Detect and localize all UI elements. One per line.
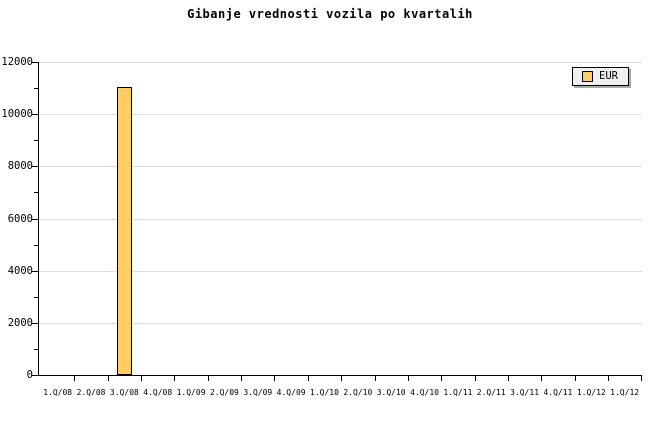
x-axis-label: 4.Q/08 xyxy=(143,388,173,397)
x-axis-label: 3.Q/08 xyxy=(109,388,139,397)
x-axis-tick xyxy=(307,376,309,381)
x-axis-label: 1.Q/12 xyxy=(610,388,640,397)
x-axis-tick xyxy=(174,376,176,381)
x-axis-tick xyxy=(74,376,76,381)
bar xyxy=(116,87,132,375)
y-axis-minor-tick xyxy=(34,192,38,194)
x-axis-label: 1.Q/09 xyxy=(176,388,206,397)
x-axis-tick xyxy=(574,376,576,381)
legend-label-eur: EUR xyxy=(599,70,618,82)
x-axis-tick xyxy=(441,376,443,381)
x-axis-label: 3.Q/09 xyxy=(243,388,273,397)
y-axis-minor-tick xyxy=(34,296,38,298)
y-axis-tick xyxy=(32,114,38,116)
x-axis-label: 1.Q/08 xyxy=(43,388,73,397)
x-axis-tick xyxy=(274,376,276,381)
y-axis-label: 4000 xyxy=(7,264,33,277)
gridline xyxy=(39,270,642,272)
x-axis-label: 4.Q/10 xyxy=(410,388,439,397)
x-axis-tick xyxy=(641,376,643,381)
x-axis-label: 3.Q/11 xyxy=(510,388,540,397)
gridline xyxy=(39,166,642,168)
x-axis-label: 2.Q/09 xyxy=(209,388,239,397)
legend: EUR xyxy=(572,67,629,86)
x-axis-tick xyxy=(107,376,109,381)
gridline xyxy=(39,62,642,63)
x-axis-tick xyxy=(341,376,343,381)
x-axis-label: 2.Q/10 xyxy=(343,388,373,397)
x-axis-label: 4.Q/09 xyxy=(276,388,306,397)
y-axis-tick xyxy=(32,166,38,168)
y-axis-label: 2000 xyxy=(7,316,33,329)
y-axis-label: 8000 xyxy=(7,160,33,173)
x-axis-label: 1.Q/12 xyxy=(576,388,606,397)
y-axis-minor-tick xyxy=(34,348,38,350)
x-axis-tick xyxy=(407,376,409,381)
y-axis-tick xyxy=(32,218,38,220)
legend-swatch-eur xyxy=(582,71,593,82)
y-axis-label: 0 xyxy=(26,369,33,381)
y-axis-label: 10000 xyxy=(1,108,33,121)
x-axis-tick xyxy=(541,376,543,381)
y-axis-minor-tick xyxy=(34,88,38,90)
y-axis-tick xyxy=(32,375,38,376)
y-axis-tick xyxy=(32,270,38,272)
y-axis-label: 12000 xyxy=(1,56,33,68)
y-axis-minor-tick xyxy=(34,140,38,142)
y-axis-tick xyxy=(32,62,38,63)
y-axis-minor-tick xyxy=(34,244,38,246)
y-axis-line xyxy=(38,62,39,376)
x-axis-label: 2.Q/11 xyxy=(476,388,506,397)
x-axis-label: 3.Q/10 xyxy=(376,388,406,397)
x-axis-tick xyxy=(507,376,509,381)
x-axis-tick xyxy=(374,376,376,381)
gridline xyxy=(39,218,642,220)
x-axis-label: 4.Q/11 xyxy=(543,388,573,397)
x-axis-label: 1.Q/11 xyxy=(443,388,473,397)
y-axis-tick xyxy=(32,322,38,324)
x-axis-tick xyxy=(607,376,609,381)
x-axis-tick xyxy=(207,376,209,381)
x-axis-label: 2.Q/08 xyxy=(76,388,106,397)
gridline xyxy=(39,322,642,324)
x-axis-tick xyxy=(141,376,143,381)
x-axis-line xyxy=(38,375,642,376)
gridline xyxy=(39,114,642,116)
x-axis-tick xyxy=(474,376,476,381)
x-axis-tick xyxy=(241,376,243,381)
x-axis-label: 1.Q/10 xyxy=(310,388,339,397)
y-axis-label: 6000 xyxy=(7,212,33,225)
chart-title: Gibanje vrednosti vozila po kvartalih xyxy=(187,7,473,21)
